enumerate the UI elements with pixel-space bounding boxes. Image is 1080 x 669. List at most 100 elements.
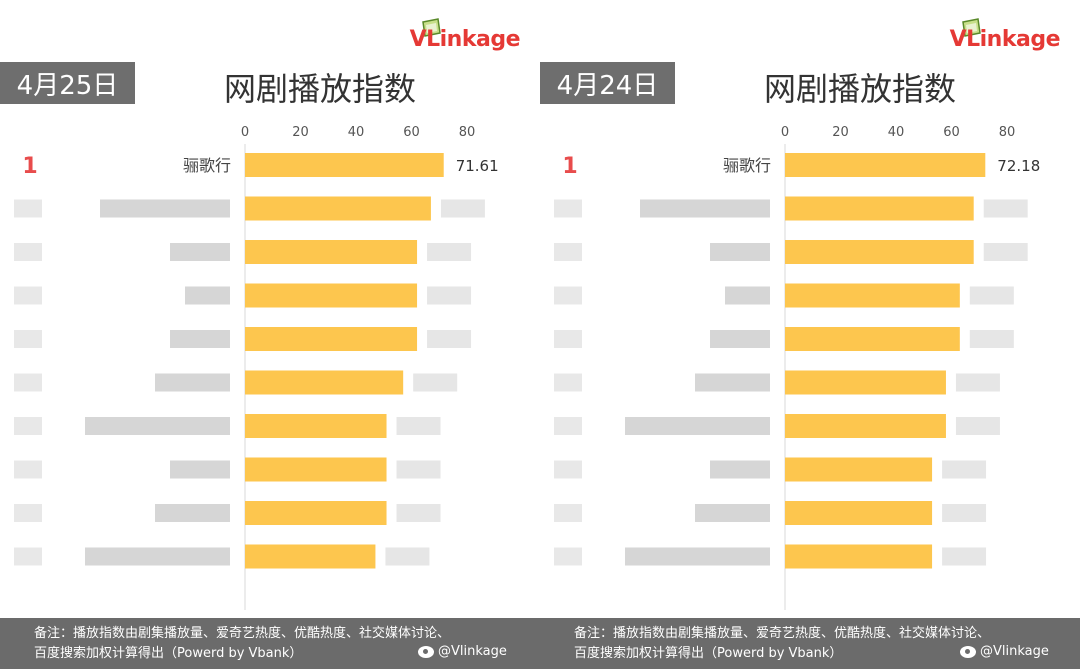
- obscured-rank: [554, 199, 582, 218]
- footer-bar: 备注：播放指数由剧集播放量、爱奇艺热度、优酷热度、社交媒体讨论、 百度搜索加权计…: [0, 618, 1080, 669]
- date-badge: 4月24日: [540, 62, 675, 104]
- x-tick-label: 60: [943, 125, 960, 140]
- logo-text: VLinkage: [949, 27, 1061, 52]
- obscured-rank: [554, 547, 582, 566]
- obscured-name: [695, 504, 770, 522]
- chart-title: 网剧播放指数: [763, 70, 956, 108]
- note-line-1: 备注：播放指数由剧集播放量、爱奇艺热度、优酷热度、社交媒体讨论、: [574, 626, 991, 641]
- weibo-icon: [960, 645, 976, 658]
- bar: [245, 370, 404, 395]
- bar: [785, 283, 960, 308]
- rank-number: 1: [562, 154, 577, 179]
- drama-name: 骊歌行: [723, 156, 771, 175]
- bar: [785, 240, 974, 264]
- panel-apr25: VLinkage 4月25日 网剧播放指数 0 20 40 60 80 1 骊歌行 71.61: [0, 0, 540, 618]
- x-tick-label: 60: [403, 125, 420, 140]
- obscured-name: [710, 460, 770, 479]
- obscured-rank: [14, 330, 42, 348]
- chart-title: 网剧播放指数: [223, 70, 416, 108]
- obscured-name: [170, 243, 230, 261]
- obscured-rank: [554, 504, 582, 522]
- note-line-2: 百度搜索加权计算得出（Powerd by Vbank）: [34, 646, 303, 661]
- obscured-rank: [14, 243, 42, 261]
- obscured-name: [170, 460, 230, 479]
- weibo-watermark: @Vlinkage: [418, 644, 507, 659]
- x-tick-label: 0: [781, 125, 789, 140]
- obscured-rank: [14, 417, 42, 435]
- obscured-rank: [14, 199, 42, 218]
- bar-chart: 0 20 40 60 80 1 骊歌行 71.61: [14, 125, 499, 610]
- bar: [245, 544, 376, 569]
- obscured-name: [85, 547, 230, 566]
- obscured-value: [427, 330, 472, 348]
- obscured-value: [969, 286, 1014, 305]
- x-tick-label: 80: [459, 125, 476, 140]
- obscured-value: [427, 286, 472, 305]
- panel-apr24: VLinkage 4月24日 网剧播放指数 0 20 40 60 80 1 骊歌行 72.18: [540, 0, 1080, 618]
- vlinkage-logo: VLinkage: [930, 18, 1061, 52]
- obscured-value: [955, 373, 1000, 392]
- obscured-rank: [554, 417, 582, 435]
- obscured-name: [185, 286, 230, 305]
- x-tick-label: 20: [292, 125, 309, 140]
- value-label: 72.18: [997, 157, 1040, 175]
- drama-name: 骊歌行: [183, 156, 231, 175]
- bar: [785, 196, 974, 221]
- obscured-rank: [554, 460, 582, 479]
- obscured-name: [695, 373, 770, 392]
- bar: [785, 501, 933, 525]
- obscured-value: [440, 199, 485, 218]
- obscured-rank: [14, 460, 42, 479]
- obscured-value: [942, 504, 987, 522]
- x-tick-label: 20: [832, 125, 849, 140]
- bar: [245, 283, 418, 308]
- obscured-rank: [554, 286, 582, 305]
- date-badge: 4月25日: [0, 62, 135, 104]
- bar: [245, 196, 431, 221]
- obscured-rank: [14, 504, 42, 522]
- obscured-rank: [14, 373, 42, 392]
- bar: [785, 370, 946, 395]
- obscured-value: [942, 460, 987, 479]
- obscured-value: [942, 547, 987, 566]
- obscured-name: [100, 199, 230, 218]
- obscured-value: [427, 243, 472, 261]
- bar: [785, 457, 933, 482]
- obscured-value: [983, 243, 1028, 261]
- x-tick-label: 0: [241, 125, 249, 140]
- bar: [245, 414, 387, 438]
- obscured-name: [625, 417, 770, 435]
- bar: [785, 414, 946, 438]
- bar: [785, 544, 933, 569]
- obscured-rank: [14, 547, 42, 566]
- note-line-1: 备注：播放指数由剧集播放量、爱奇艺热度、优酷热度、社交媒体讨论、: [34, 626, 451, 641]
- bar: [245, 457, 387, 482]
- obscured-name: [710, 330, 770, 348]
- obscured-name: [725, 286, 770, 305]
- obscured-name: [155, 504, 230, 522]
- obscured-value: [955, 417, 1000, 435]
- obscured-rank: [554, 373, 582, 392]
- obscured-value: [396, 460, 441, 479]
- footer-note: 备注：播放指数由剧集播放量、爱奇艺热度、优酷热度、社交媒体讨论、 百度搜索加权计…: [574, 624, 1074, 664]
- note-line-2: 百度搜索加权计算得出（Powerd by Vbank）: [574, 646, 843, 661]
- x-tick-label: 40: [348, 125, 365, 140]
- x-tick-label: 40: [888, 125, 905, 140]
- obscured-value: [396, 417, 441, 435]
- obscured-name: [640, 199, 770, 218]
- bar: [785, 327, 960, 351]
- bar: [785, 153, 986, 177]
- obscured-value: [413, 373, 458, 392]
- obscured-value: [396, 504, 441, 522]
- obscured-value: [969, 330, 1014, 348]
- value-label: 71.61: [456, 157, 499, 175]
- weibo-handle: @Vlinkage: [438, 644, 507, 659]
- obscured-name: [170, 330, 230, 348]
- bar-chart: 0 20 40 60 80 1 骊歌行 72.18: [554, 125, 1040, 610]
- vlinkage-logo: VLinkage: [390, 18, 521, 52]
- rank-number: 1: [22, 154, 37, 179]
- obscured-rank: [14, 286, 42, 305]
- logo-icon: [962, 18, 981, 37]
- bar: [245, 501, 387, 525]
- obscured-name: [155, 373, 230, 392]
